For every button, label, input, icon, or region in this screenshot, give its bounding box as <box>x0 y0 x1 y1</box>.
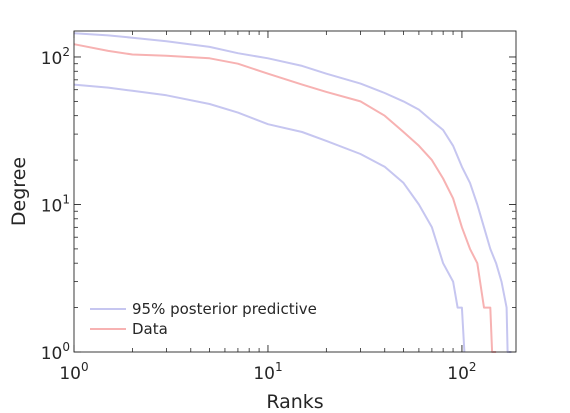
plot-lines <box>73 32 512 353</box>
legend-label-posterior: 95% posterior predictive <box>132 300 317 318</box>
tick-marks <box>73 31 516 353</box>
legend: 95% posterior predictive Data <box>90 300 317 338</box>
x-tick-label: 102 <box>447 360 476 384</box>
y-tick-label: 102 <box>41 45 70 69</box>
y-tick-label: 101 <box>41 192 70 216</box>
series-line-upper-95-posterior-predictive <box>73 32 512 353</box>
y-tick-labels: 100 101 102 <box>41 45 70 364</box>
x-tick-labels: 100 101 102 <box>59 360 476 384</box>
x-tick-label: 101 <box>253 360 282 384</box>
y-tick-label: 100 <box>41 340 70 364</box>
series-line-data <box>73 43 497 353</box>
series-line-lower-95-posterior-predictive <box>73 83 466 353</box>
x-axis-label: Ranks <box>266 391 323 413</box>
x-tick-label: 100 <box>59 360 88 384</box>
legend-label-data: Data <box>132 320 168 338</box>
axes-box <box>73 30 517 353</box>
y-axis-label: Degree <box>8 157 30 226</box>
